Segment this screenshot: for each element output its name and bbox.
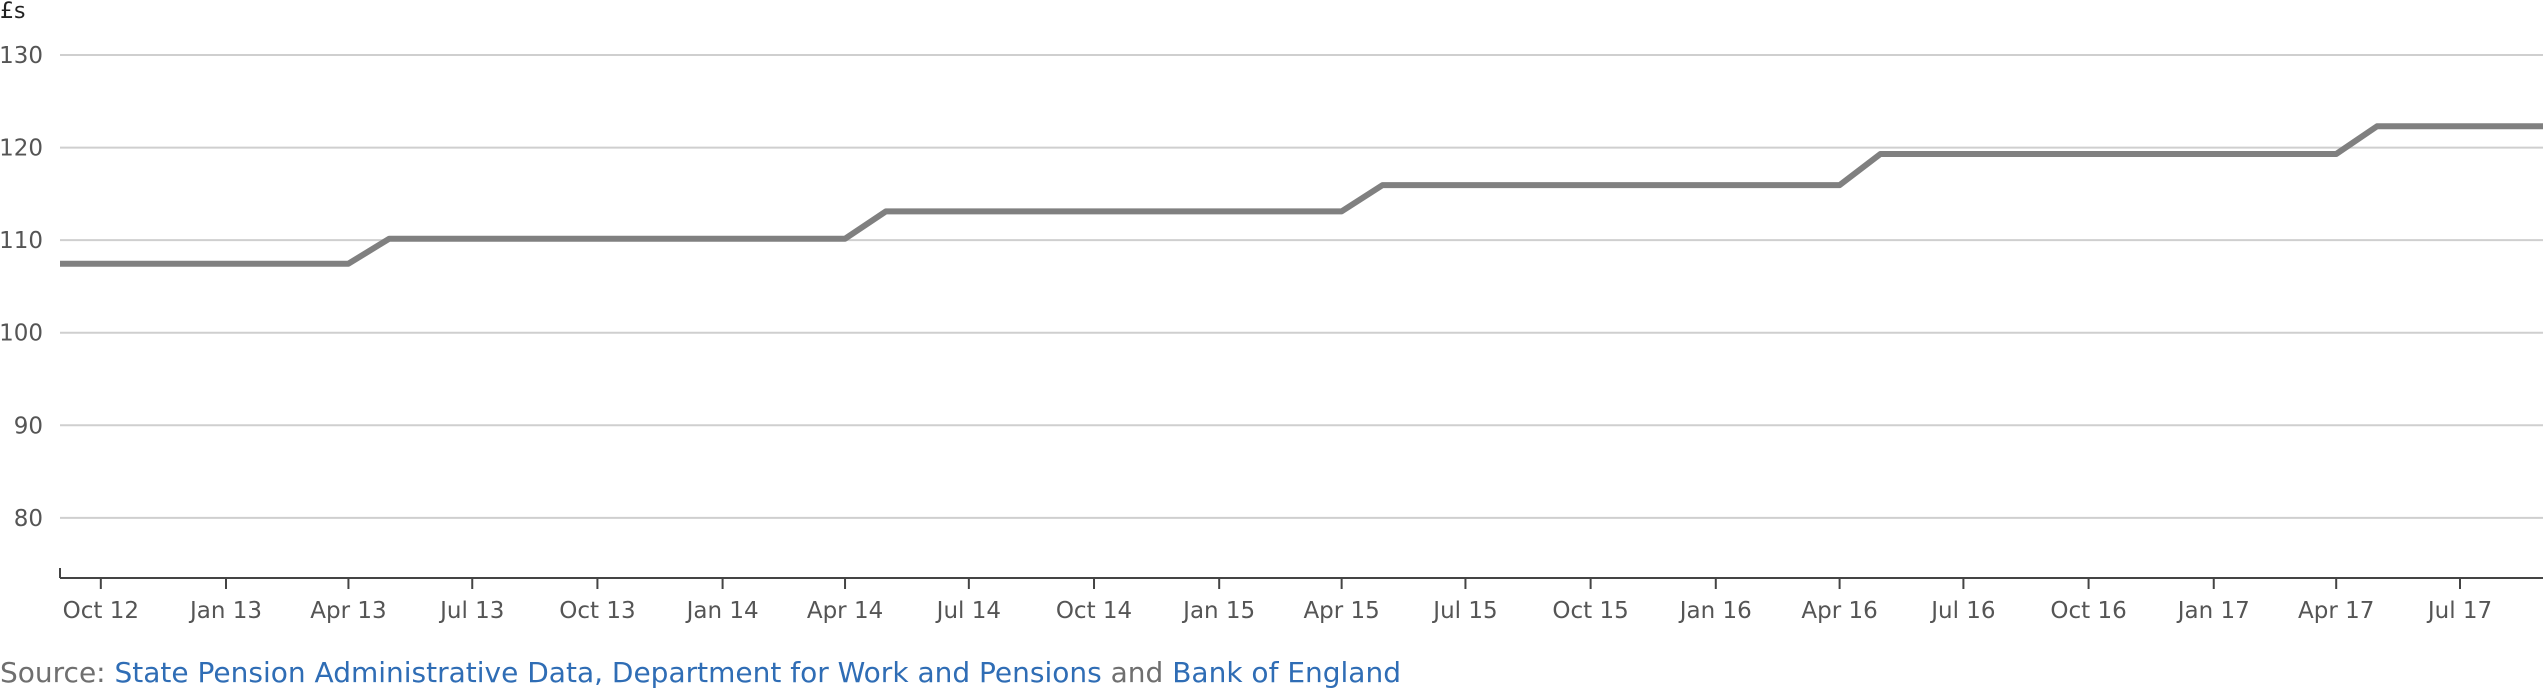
series-line-0 — [60, 123, 2543, 267]
x-tick-label: Oct 16 — [2050, 598, 2126, 624]
x-tick-label: Jan 15 — [1181, 598, 1255, 624]
x-tick-label: Jan 17 — [2176, 598, 2250, 624]
x-tick-label: Apr 17 — [2298, 598, 2374, 624]
source-link-boe[interactable]: Bank of England — [1172, 656, 1401, 689]
source-note: Source: State Pension Administrative Dat… — [0, 656, 1401, 689]
source-conjunction: and — [1101, 656, 1173, 689]
y-tick-label-90: 90 — [14, 413, 43, 439]
x-tick-label: Jul 15 — [1431, 598, 1497, 624]
x-tick-label: Oct 12 — [63, 598, 139, 624]
x-tick-label: Apr 13 — [310, 598, 386, 624]
x-tick-label: Jul 17 — [2426, 598, 2492, 624]
y-tick-label-100: 100 — [0, 321, 43, 347]
y-axis-label: £s — [0, 0, 25, 24]
x-axis: Oct 12 Jan 13 Apr 13 Jul 13 Oct 13 Jan 14 Apr … — [59, 568, 2543, 624]
y-tick-label-120: 120 — [0, 136, 43, 162]
y-axis: £s 80 90 100 110 120 130 — [0, 0, 43, 532]
x-tick-label: Apr 16 — [1801, 598, 1877, 624]
gridlines — [60, 54, 2543, 519]
x-tick-label: Jul 14 — [935, 598, 1001, 624]
y-tick-label-80: 80 — [14, 506, 43, 532]
x-tick-label: Oct 14 — [1056, 598, 1132, 624]
series-group — [60, 123, 2543, 267]
x-tick-label: Jan 16 — [1678, 598, 1752, 624]
source-link-dwp[interactable]: State Pension Administrative Data, Depar… — [114, 656, 1102, 689]
x-tick-label: Apr 15 — [1303, 598, 1379, 624]
x-tick-label: Jan 13 — [188, 598, 262, 624]
x-tick-label: Oct 15 — [1552, 598, 1628, 624]
line-chart: £s 80 90 100 110 120 130 Oct 12 Jan 13 Apr 13 Jul… — [0, 0, 2543, 624]
x-tick-label: Jul 13 — [438, 598, 504, 624]
x-tick-label: Jan 14 — [685, 598, 759, 624]
x-tick-label: Oct 13 — [559, 598, 635, 624]
x-tick-label: Jul 16 — [1929, 598, 1995, 624]
y-tick-label-110: 110 — [0, 228, 43, 254]
source-prefix: Source: — [0, 656, 115, 689]
x-tick-label: Apr 14 — [807, 598, 883, 624]
y-tick-label-130: 130 — [0, 43, 43, 69]
